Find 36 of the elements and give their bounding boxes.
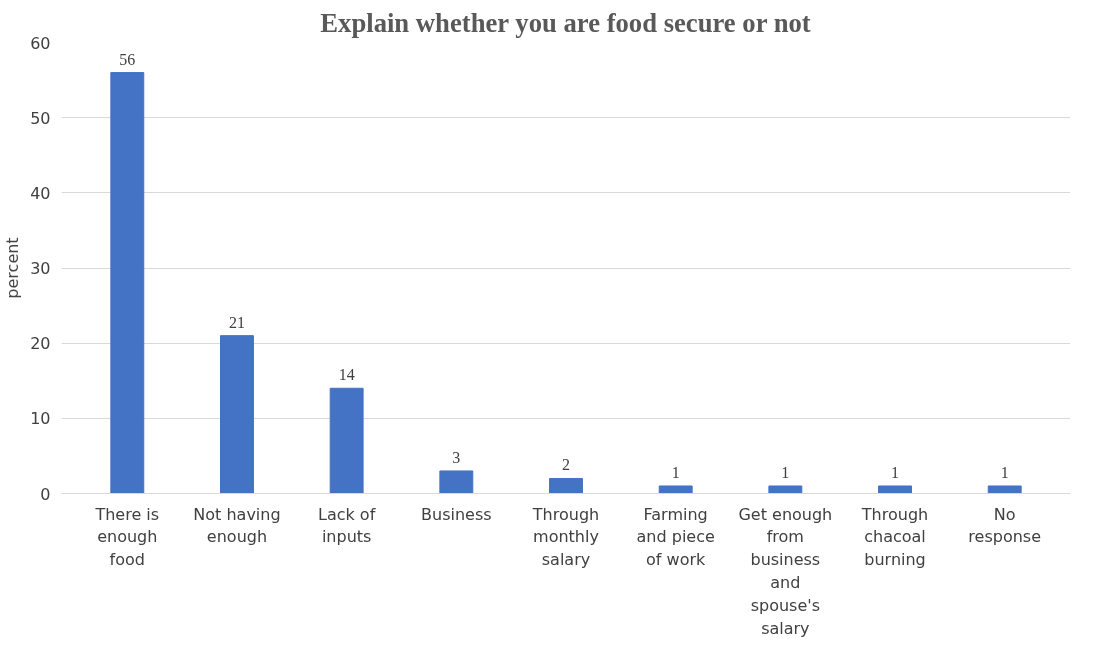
- bar: [549, 477, 583, 494]
- data-label: 56: [119, 50, 136, 68]
- x-tick-label: Business: [421, 504, 492, 524]
- x-tick-label: Through monthly salary: [531, 504, 600, 570]
- bar: [439, 470, 474, 494]
- x-tick-label: No response: [968, 504, 1042, 547]
- data-label: 1: [891, 463, 900, 481]
- x-tick-label: Lack of inputs: [318, 504, 376, 547]
- y-tick-label: 20: [30, 334, 51, 354]
- y-tick-label: 0: [40, 484, 51, 504]
- data-label: 1: [781, 463, 790, 481]
- bar: [220, 335, 254, 494]
- y-tick-label: 40: [30, 183, 51, 203]
- y-tick-label: 60: [30, 33, 51, 53]
- data-label: 14: [338, 366, 355, 384]
- data-label: 1: [1000, 463, 1009, 481]
- bar: [878, 485, 912, 494]
- bar: [768, 485, 803, 494]
- x-tick-label: Get enough from business and spouse's salary: [738, 504, 833, 638]
- data-label: 21: [228, 313, 245, 331]
- data-label: 3: [452, 448, 461, 466]
- x-tick-label: Through chacoal burning: [860, 504, 929, 570]
- x-tick-label: There is enough food: [94, 504, 160, 570]
- bar: [110, 72, 145, 494]
- y-tick-label: 10: [30, 409, 51, 429]
- bar: [329, 387, 364, 494]
- chart-title: Explain whether you are food secure or not: [320, 7, 811, 38]
- y-tick-label: 30: [30, 259, 51, 278]
- y-tick-label: 50: [30, 108, 51, 128]
- bar: [987, 485, 1022, 494]
- data-label: 2: [562, 456, 570, 474]
- bar: [658, 485, 693, 494]
- data-label: 1: [671, 463, 680, 481]
- x-tick-label: Not having enough: [193, 504, 281, 547]
- x-tick-label: Farming and piece of work: [636, 504, 715, 570]
- y-axis-title: percent: [3, 237, 23, 299]
